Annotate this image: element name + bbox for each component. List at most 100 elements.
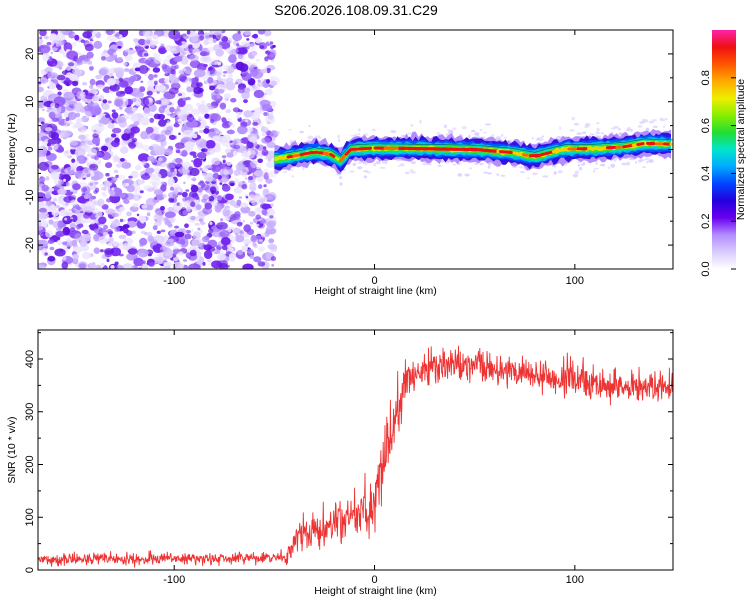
noise-point — [177, 118, 183, 122]
halo-point — [642, 166, 646, 169]
halo-point — [532, 172, 538, 176]
halo-point — [496, 173, 500, 176]
halo-point — [652, 125, 659, 128]
noise-point — [162, 194, 167, 198]
noise-point — [68, 31, 76, 39]
noise-point — [153, 52, 161, 59]
noise-point — [231, 123, 236, 128]
noise-point — [250, 160, 258, 169]
noise-point — [243, 233, 250, 238]
halo-point — [468, 134, 471, 139]
halo-point — [584, 124, 589, 129]
noise-point — [96, 84, 105, 90]
noise-point — [38, 128, 41, 132]
halo-point — [452, 163, 457, 166]
noise-point — [233, 169, 241, 176]
noise-point — [207, 263, 212, 266]
noise-point — [144, 30, 154, 40]
noise-point — [263, 169, 269, 173]
noise-point — [117, 57, 123, 62]
noise-point — [223, 71, 228, 74]
noise-point — [141, 160, 147, 166]
noise-point — [180, 55, 189, 65]
noise-point — [101, 103, 110, 110]
noise-point — [107, 100, 112, 104]
noise-point — [266, 121, 271, 124]
noise-point — [251, 34, 257, 38]
noise-point — [80, 39, 86, 43]
noise-point — [236, 141, 241, 144]
halo-point — [557, 170, 563, 174]
noise-point — [48, 146, 53, 151]
noise-point — [113, 98, 124, 107]
noise-point — [154, 220, 162, 227]
halo-point — [531, 136, 534, 140]
noise-point — [191, 159, 194, 163]
signal-peak — [286, 154, 294, 159]
halo-point — [519, 171, 525, 174]
noise-point — [87, 181, 97, 191]
noise-point — [113, 52, 117, 56]
noise-point — [240, 118, 252, 127]
noise-point — [212, 173, 220, 180]
noise-point — [172, 248, 179, 255]
y-axis-label: Frequency (Hz) — [6, 113, 18, 185]
noise-point — [240, 202, 248, 208]
noise-point — [138, 153, 150, 163]
noise-point — [124, 68, 130, 72]
noise-point — [187, 44, 193, 49]
noise-point — [161, 63, 168, 70]
noise-point — [81, 117, 87, 123]
noise-point — [65, 72, 73, 79]
noise-point — [72, 125, 78, 129]
noise-point — [112, 177, 118, 181]
noise-point — [131, 107, 138, 112]
noise-point — [69, 139, 79, 146]
noise-point — [72, 183, 81, 191]
noise-point — [257, 158, 264, 164]
noise-point — [105, 56, 115, 62]
halo-point — [371, 128, 376, 132]
noise-point — [226, 152, 234, 158]
noise-point — [56, 84, 63, 91]
colorbar-tick-label: 0.6 — [700, 118, 712, 133]
noise-point — [136, 213, 140, 217]
noise-point — [68, 62, 75, 67]
noise-point — [145, 197, 157, 207]
halo-point — [399, 163, 405, 167]
halo-point — [471, 129, 476, 133]
noise-point — [152, 67, 161, 73]
noise-point — [44, 67, 53, 74]
noise-point — [184, 141, 196, 148]
y-tick-label: 20 — [24, 48, 36, 60]
halo-point — [607, 166, 611, 169]
noise-point — [130, 126, 140, 134]
noise-point — [162, 58, 172, 66]
noise-point — [266, 227, 277, 235]
noise-point — [266, 220, 276, 229]
noise-point — [234, 49, 239, 53]
noise-point — [182, 129, 195, 140]
noise-point — [213, 207, 216, 211]
noise-point — [258, 239, 263, 242]
noise-point — [120, 266, 125, 269]
noise-point — [45, 176, 50, 181]
halo-point — [326, 165, 329, 168]
x-tick-label: -100 — [163, 275, 185, 287]
noise-point — [232, 107, 240, 113]
noise-point — [236, 222, 243, 227]
noise-point — [232, 33, 243, 42]
noise-point — [131, 230, 136, 234]
noise-point — [216, 195, 223, 201]
noise-point — [263, 146, 267, 150]
noise-point — [196, 152, 207, 159]
noise-point — [192, 231, 201, 241]
noise-point — [94, 31, 99, 34]
noise-point — [82, 251, 91, 260]
noise-point — [61, 241, 68, 246]
noise-point — [234, 178, 240, 184]
noise-point — [91, 137, 100, 145]
noise-point — [87, 30, 93, 34]
noise-point — [58, 179, 64, 185]
noise-point — [111, 220, 121, 227]
